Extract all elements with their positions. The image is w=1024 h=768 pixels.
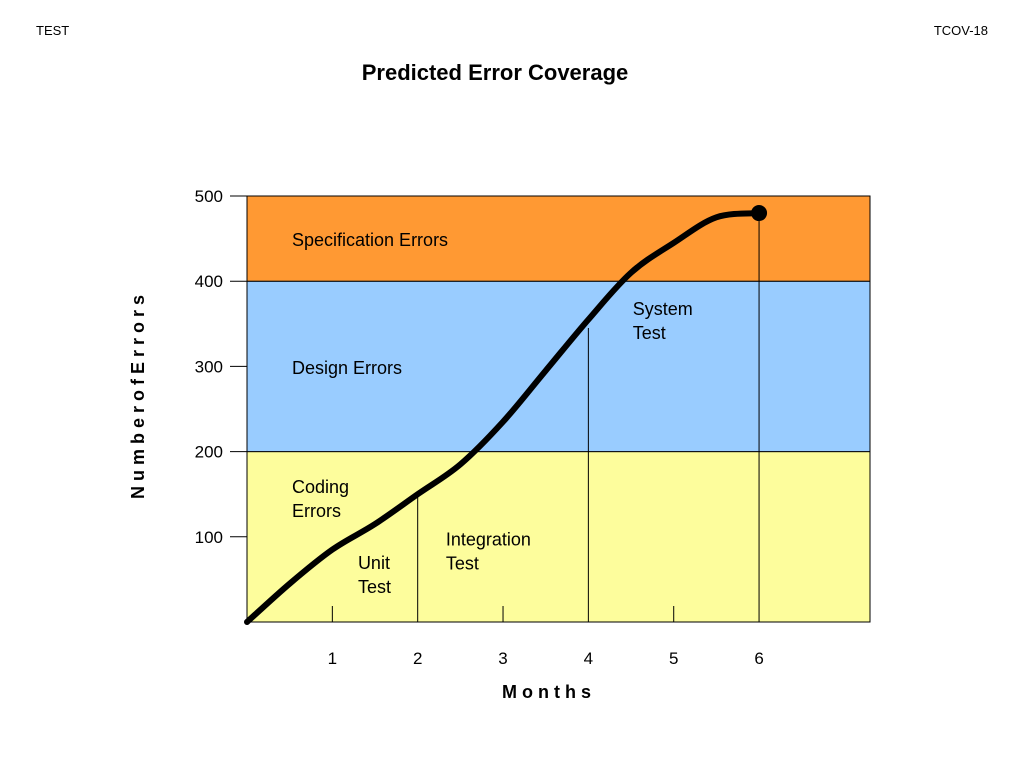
- line-layer: [244, 205, 768, 625]
- phase-label-1: Integration Test: [446, 529, 531, 573]
- band-label-1: Design Errors: [292, 358, 402, 378]
- band-1: [246, 280, 871, 453]
- phase-label-2: System Test: [633, 299, 693, 343]
- header-right-label: TCOV-18: [933, 23, 988, 38]
- series-line-0: [244, 210, 763, 625]
- bands-layer: [246, 195, 871, 623]
- x-tick-label-4: 5: [669, 649, 678, 668]
- x-tick-label-1: 2: [413, 649, 422, 668]
- y-tick-label-4: 500: [195, 187, 223, 206]
- y-tick-label-1: 200: [195, 443, 223, 462]
- x-tick-label-2: 3: [498, 649, 507, 668]
- x-axis-label: M o n t h s: [502, 682, 591, 702]
- y-tick-label-3: 400: [195, 272, 223, 291]
- labels-layer: Coding Errors Design Errors Specification E…: [292, 230, 693, 597]
- phase-label-0: Unit Test: [358, 553, 391, 597]
- chart-title: Predicted Error Coverage: [361, 60, 629, 85]
- x-tick-label-3: 4: [584, 649, 593, 668]
- y-axis-label: N u m b e r o f E r r o r s: [128, 295, 148, 499]
- y-tick-label-2: 300: [195, 357, 223, 376]
- y-tick-label-0: 100: [195, 528, 223, 547]
- axis-layer: 100 200 300 400 500 1 2 3 4 5 6 M o n t h s N u m b …: [128, 187, 764, 702]
- end-marker-dot: [751, 205, 768, 222]
- x-tick-label-5: 6: [754, 649, 763, 668]
- grid-layer: [331, 213, 760, 622]
- header-left-label: TEST: [36, 23, 70, 38]
- x-tick-label-0: 1: [328, 649, 337, 668]
- band-label-0: Coding Errors: [292, 477, 349, 521]
- band-label-2: Specification Errors: [292, 230, 448, 250]
